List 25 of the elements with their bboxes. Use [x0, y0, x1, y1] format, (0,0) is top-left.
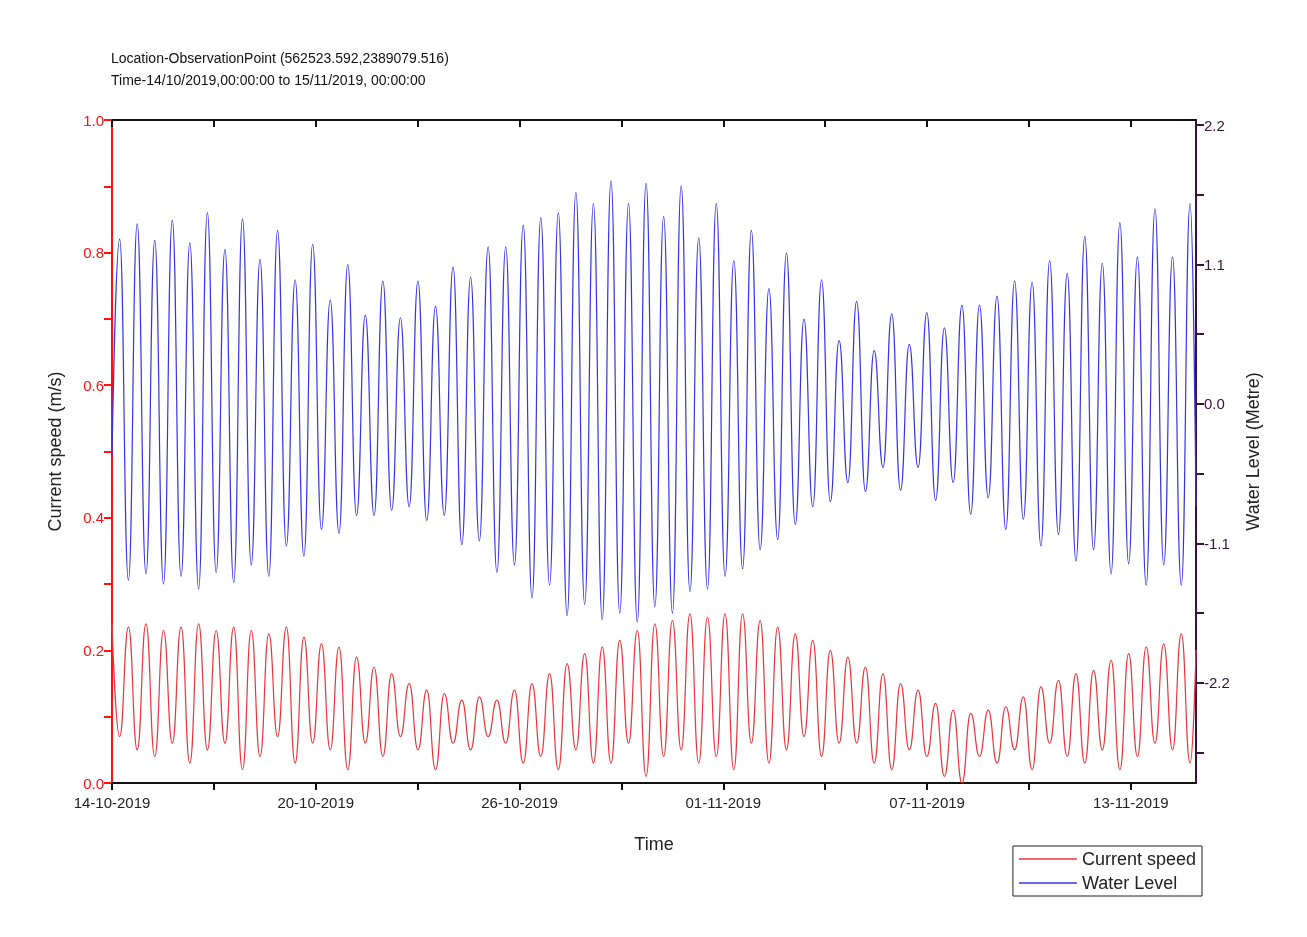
y-tick-label: 0.4 — [83, 509, 104, 527]
y-tick-label: 0.0 — [83, 774, 104, 792]
y-tick-label: 0.8 — [83, 244, 104, 262]
x-tick-label: 07-11-2019 — [889, 794, 965, 811]
y-tick-label: 0.6 — [83, 376, 104, 394]
y2-tick-label: -1.1 — [1204, 534, 1230, 552]
y-tick-label: 1.0 — [83, 111, 104, 129]
x-tick-label: 14-10-2019 — [73, 794, 151, 811]
legend-label: Water Level — [1081, 873, 1178, 893]
y2-tick-label: -2.2 — [1204, 674, 1230, 692]
x-tick-label: 01-11-2019 — [685, 794, 762, 811]
legend-label: Current speed — [1081, 849, 1197, 869]
y2-tick-label: 2.2 — [1204, 116, 1225, 134]
y-axis-title: Current speed (m/s) — [45, 371, 65, 532]
x-tick-label: 26-10-2019 — [481, 794, 558, 811]
line-series — [111, 180, 1197, 623]
y-tick-label: 0.2 — [83, 641, 104, 659]
x-tick-label: 13-11-2019 — [1093, 794, 1169, 811]
y2-tick-label: 0.0 — [1204, 395, 1225, 413]
x-tick-label: 20-10-2019 — [277, 794, 355, 811]
y2-axis-title: Water Level (Metre) — [1243, 372, 1263, 531]
chart-subtitle: Time-14/10/2019,00:00:00 to 15/11/2019, 00:00:00 — [111, 72, 426, 88]
x-axis-title: Time — [634, 834, 674, 854]
chart-title: Location-ObservationPoint (562523.592,2389079.516) — [111, 50, 449, 66]
y2-tick-label: 1.1 — [1204, 256, 1225, 274]
